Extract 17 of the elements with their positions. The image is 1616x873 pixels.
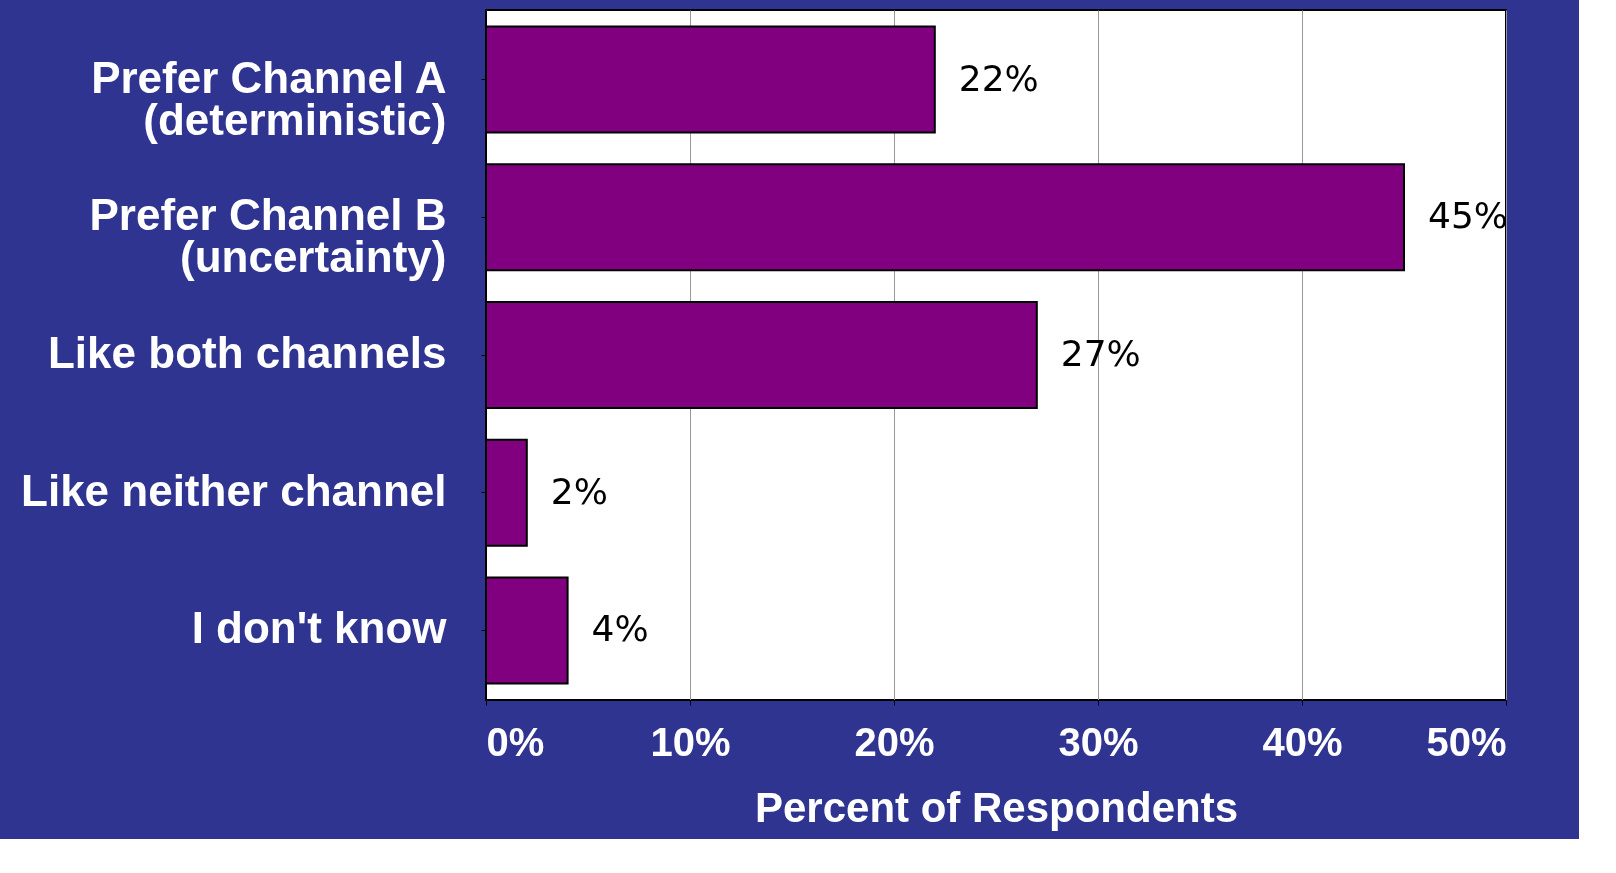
data-label: 45% xyxy=(1428,195,1509,237)
data-label: 22% xyxy=(958,57,1039,99)
data-label: 2% xyxy=(550,470,608,512)
data-label: 27% xyxy=(1060,333,1141,374)
y-tick-label: Prefer Channel A (deterministic) xyxy=(91,52,447,144)
y-tick-label: Like both channels xyxy=(47,328,447,377)
data-label: 4% xyxy=(591,608,649,650)
y-tick-label: Like neither channel xyxy=(21,465,447,515)
x-tick-label: 50% xyxy=(1426,719,1507,764)
x-tick-label: 0% xyxy=(486,719,545,764)
x-axis-title: Percent of Respondents xyxy=(754,783,1239,831)
y-tick-label: Prefer Channel B (uncertainty) xyxy=(89,190,447,282)
x-tick-label: 20% xyxy=(854,719,935,764)
x-tick-label: 10% xyxy=(650,719,731,764)
x-tick-label: 40% xyxy=(1262,719,1343,764)
x-tick-label: 30% xyxy=(1058,719,1139,764)
y-tick-label: I don't know xyxy=(191,603,448,653)
